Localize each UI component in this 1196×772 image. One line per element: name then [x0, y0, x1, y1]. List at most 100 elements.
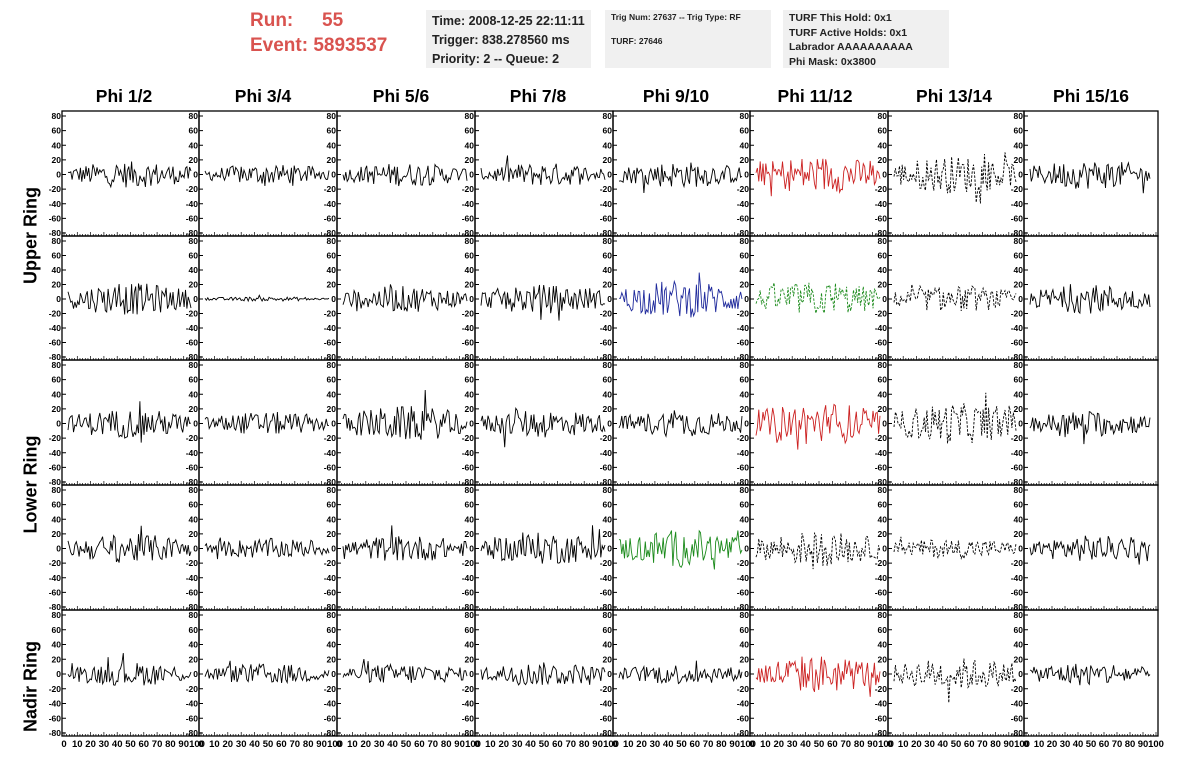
x-tick-label: 100	[465, 739, 481, 750]
y-tick-label: 80	[1014, 236, 1024, 246]
y-tick-label: 60	[189, 126, 199, 136]
y-tick-label: 80	[189, 111, 199, 121]
x-tick-label: 60	[827, 739, 838, 750]
y-tick-label: -40	[462, 448, 475, 458]
y-tick-label: 80	[603, 610, 613, 620]
waveform-trace	[618, 660, 743, 685]
y-tick-label: 60	[52, 375, 62, 385]
y-tick-label: 20	[603, 654, 613, 664]
y-tick-label: 20	[327, 654, 337, 664]
y-tick-label: 40	[878, 140, 888, 150]
y-tick-label: 60	[465, 251, 475, 261]
y-tick-label: 80	[1014, 360, 1024, 370]
y-tick-label: -80	[186, 352, 199, 362]
y-tick-label: 80	[465, 236, 475, 246]
y-tick-label: -40	[324, 699, 337, 709]
x-tick-label: 80	[165, 739, 176, 750]
y-tick-label: -60	[186, 713, 199, 723]
y-tick-label: 60	[878, 500, 888, 510]
y-tick-label: 0	[469, 170, 474, 180]
trigger-text: Trigger: 838.278560 ms	[432, 33, 570, 47]
x-tick-label: 100	[603, 739, 619, 750]
y-tick-label: 0	[744, 170, 749, 180]
y-tick-label: 40	[878, 389, 888, 399]
y-tick-label: -40	[875, 323, 888, 333]
y-tick-label: 80	[189, 236, 199, 246]
y-tick-label: -80	[875, 477, 888, 487]
x-tick-label: 80	[441, 739, 452, 750]
y-tick-label: -80	[462, 228, 475, 238]
x-tick-label: 60	[414, 739, 425, 750]
x-tick-label: 80	[854, 739, 865, 750]
x-tick-label: 0	[1023, 739, 1028, 750]
x-tick-label: 30	[512, 739, 523, 750]
y-tick-label: -60	[875, 713, 888, 723]
panel-frame	[1023, 609, 1159, 737]
x-tick-label: 80	[303, 739, 314, 750]
y-tick-label: 60	[465, 625, 475, 635]
y-tick-label: 80	[327, 610, 337, 620]
y-tick-label: -60	[49, 462, 62, 472]
y-tick-label: -60	[1011, 462, 1024, 472]
panel-frame	[1023, 359, 1159, 486]
waveform-trace	[893, 658, 1017, 703]
y-tick-label: 60	[1014, 251, 1024, 261]
y-tick-label: -60	[49, 213, 62, 223]
y-tick-label: 0	[331, 419, 336, 429]
y-tick-label: 0	[56, 294, 61, 304]
y-tick-label: 0	[469, 419, 474, 429]
y-tick-label: 60	[603, 375, 613, 385]
y-tick-label: 40	[603, 140, 613, 150]
panel-frame	[887, 110, 1025, 237]
y-tick-label: -40	[737, 573, 750, 583]
y-tick-label: -60	[462, 338, 475, 348]
event-row: Event: 5893537	[250, 33, 387, 58]
waveform-trace	[342, 284, 468, 312]
y-tick-label: 80	[465, 485, 475, 495]
y-tick-label: 80	[740, 360, 750, 370]
y-tick-label: -60	[324, 213, 337, 223]
y-tick-label: 40	[1014, 265, 1024, 275]
y-tick-label: 20	[189, 155, 199, 165]
x-tick-label: 70	[1112, 739, 1123, 750]
y-tick-label: 20	[740, 529, 750, 539]
y-tick-label: 60	[1014, 625, 1024, 635]
y-tick-label: -80	[49, 228, 62, 238]
y-tick-label: 0	[193, 544, 198, 554]
y-tick-label: -20	[737, 433, 750, 443]
x-tick-label: 20	[1047, 739, 1058, 750]
x-tick-label: 100	[327, 739, 343, 750]
x-tick-label: 0	[474, 739, 479, 750]
y-tick-label: 0	[882, 170, 887, 180]
y-tick-label: 0	[56, 669, 61, 679]
y-tick-label: -60	[737, 462, 750, 472]
y-tick-label: -80	[186, 477, 199, 487]
y-tick-label: 80	[327, 236, 337, 246]
y-tick-label: 60	[327, 251, 337, 261]
y-tick-label: 20	[465, 404, 475, 414]
y-tick-label: 80	[603, 236, 613, 246]
y-tick-label: 0	[331, 294, 336, 304]
y-tick-label: 20	[52, 654, 62, 664]
y-tick-label: 20	[878, 280, 888, 290]
x-tick-label: 20	[85, 739, 96, 750]
y-tick-label: -40	[1011, 699, 1024, 709]
y-tick-label: -60	[324, 587, 337, 597]
y-tick-label: -40	[462, 573, 475, 583]
y-tick-label: -20	[1011, 184, 1024, 194]
waveform-trace	[1029, 284, 1151, 315]
y-tick-label: 40	[189, 265, 199, 275]
x-tick-label: 80	[579, 739, 590, 750]
y-tick-label: -20	[186, 433, 199, 443]
waveform-trace	[342, 163, 468, 187]
waveform-trace	[755, 282, 881, 314]
y-tick-label: 20	[878, 155, 888, 165]
y-tick-label: -40	[737, 323, 750, 333]
y-tick-label: -40	[1011, 448, 1024, 458]
y-tick-label: 40	[740, 140, 750, 150]
y-tick-label: 0	[607, 170, 612, 180]
y-tick-label: -40	[462, 323, 475, 333]
y-tick-label: -40	[324, 573, 337, 583]
y-tick-label: -80	[324, 602, 337, 612]
